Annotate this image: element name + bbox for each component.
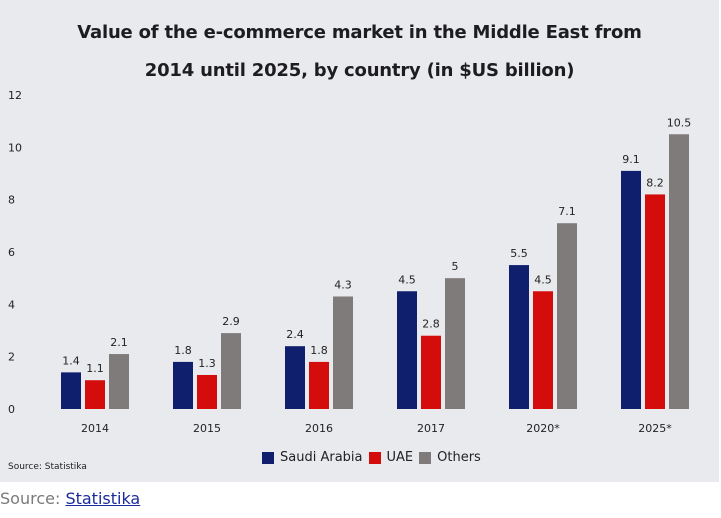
bar-others: [109, 354, 129, 409]
chart-title-line-2: 2014 until 2025, by country (in $US bill…: [144, 60, 575, 81]
data-label: 9.1: [622, 153, 640, 166]
data-label: 7.1: [558, 205, 576, 218]
bar-others: [557, 223, 577, 409]
bar-saudi-arabia: [621, 170, 641, 409]
data-label: 2.4: [286, 328, 304, 341]
data-label: 2.9: [222, 315, 240, 328]
data-label: 4.5: [534, 273, 552, 286]
bar-uae: [645, 194, 665, 409]
y-tick-label: 6: [8, 246, 15, 259]
data-label: 2.8: [422, 318, 440, 331]
data-label: 4.5: [398, 273, 416, 286]
legend-swatch-others: [419, 451, 432, 464]
legend-label-others: Others: [437, 450, 481, 465]
data-label: 4.3: [334, 278, 352, 291]
bar-uae: [533, 291, 553, 409]
chart-legend: Saudi Arabia UAE Others: [262, 450, 487, 465]
legend-label-uae: UAE: [386, 450, 414, 465]
x-tick-label: 2020*: [526, 422, 560, 435]
source-prefix: Source:: [0, 489, 66, 508]
bar-others: [333, 296, 353, 409]
data-label: 1.8: [174, 344, 192, 357]
bar-uae: [85, 380, 105, 409]
data-label: 1.8: [310, 344, 328, 357]
y-tick-label: 10: [8, 141, 22, 154]
x-tick-label: 2014: [81, 422, 109, 435]
bar-chart: 0 2 4 6 8 10 12 1.4 1.1 2.1 2014 1.8 1.3 2.9 2015 2.4 1.…: [8, 89, 692, 435]
bar-others: [221, 333, 241, 409]
x-tick-label: 2025*: [638, 422, 672, 435]
x-tick-label: 2015: [193, 422, 221, 435]
y-tick-label: 8: [8, 194, 15, 207]
chart-title: Value of the e-commerce market in the Mi…: [0, 14, 719, 90]
legend-item-others: Others: [419, 450, 481, 465]
bar-saudi-arabia: [173, 361, 193, 409]
x-tick-label: 2016: [305, 422, 333, 435]
data-label: 5: [452, 260, 459, 273]
y-tick-label: 2: [8, 351, 15, 364]
bar-saudi-arabia: [397, 291, 417, 409]
x-tick-label: 2017: [417, 422, 445, 435]
data-label: 1.3: [198, 357, 216, 370]
bar-uae: [197, 374, 217, 409]
data-label: 2.1: [110, 336, 128, 349]
source-line: Source: Statistika: [0, 489, 140, 508]
source-link[interactable]: Statistika: [65, 489, 141, 508]
chart-title-line-1: Value of the e-commerce market in the Mi…: [77, 22, 642, 43]
bar-saudi-arabia: [285, 346, 305, 409]
y-tick-label: 0: [8, 403, 15, 416]
legend-item-uae: UAE: [368, 450, 414, 465]
bar-saudi-arabia: [509, 265, 529, 409]
bar-saudi-arabia: [61, 372, 81, 409]
chart-source-note: Source: Statistika: [8, 462, 87, 472]
data-label: 1.4: [62, 354, 80, 367]
data-label: 5.5: [510, 247, 528, 260]
bar-uae: [309, 361, 329, 409]
data-label: 8.2: [646, 176, 664, 189]
legend-label-saudi-arabia: Saudi Arabia: [280, 450, 363, 465]
y-tick-label: 4: [8, 298, 15, 311]
bar-uae: [421, 335, 441, 409]
legend-swatch-uae: [368, 451, 381, 464]
y-tick-label: 12: [8, 89, 22, 102]
legend-item-saudi-arabia: Saudi Arabia: [262, 450, 363, 465]
legend-swatch-saudi-arabia: [262, 451, 274, 464]
bar-others: [445, 278, 465, 409]
data-label: 1.1: [86, 362, 104, 375]
data-label: 10.5: [667, 116, 692, 129]
bar-others: [669, 134, 689, 409]
